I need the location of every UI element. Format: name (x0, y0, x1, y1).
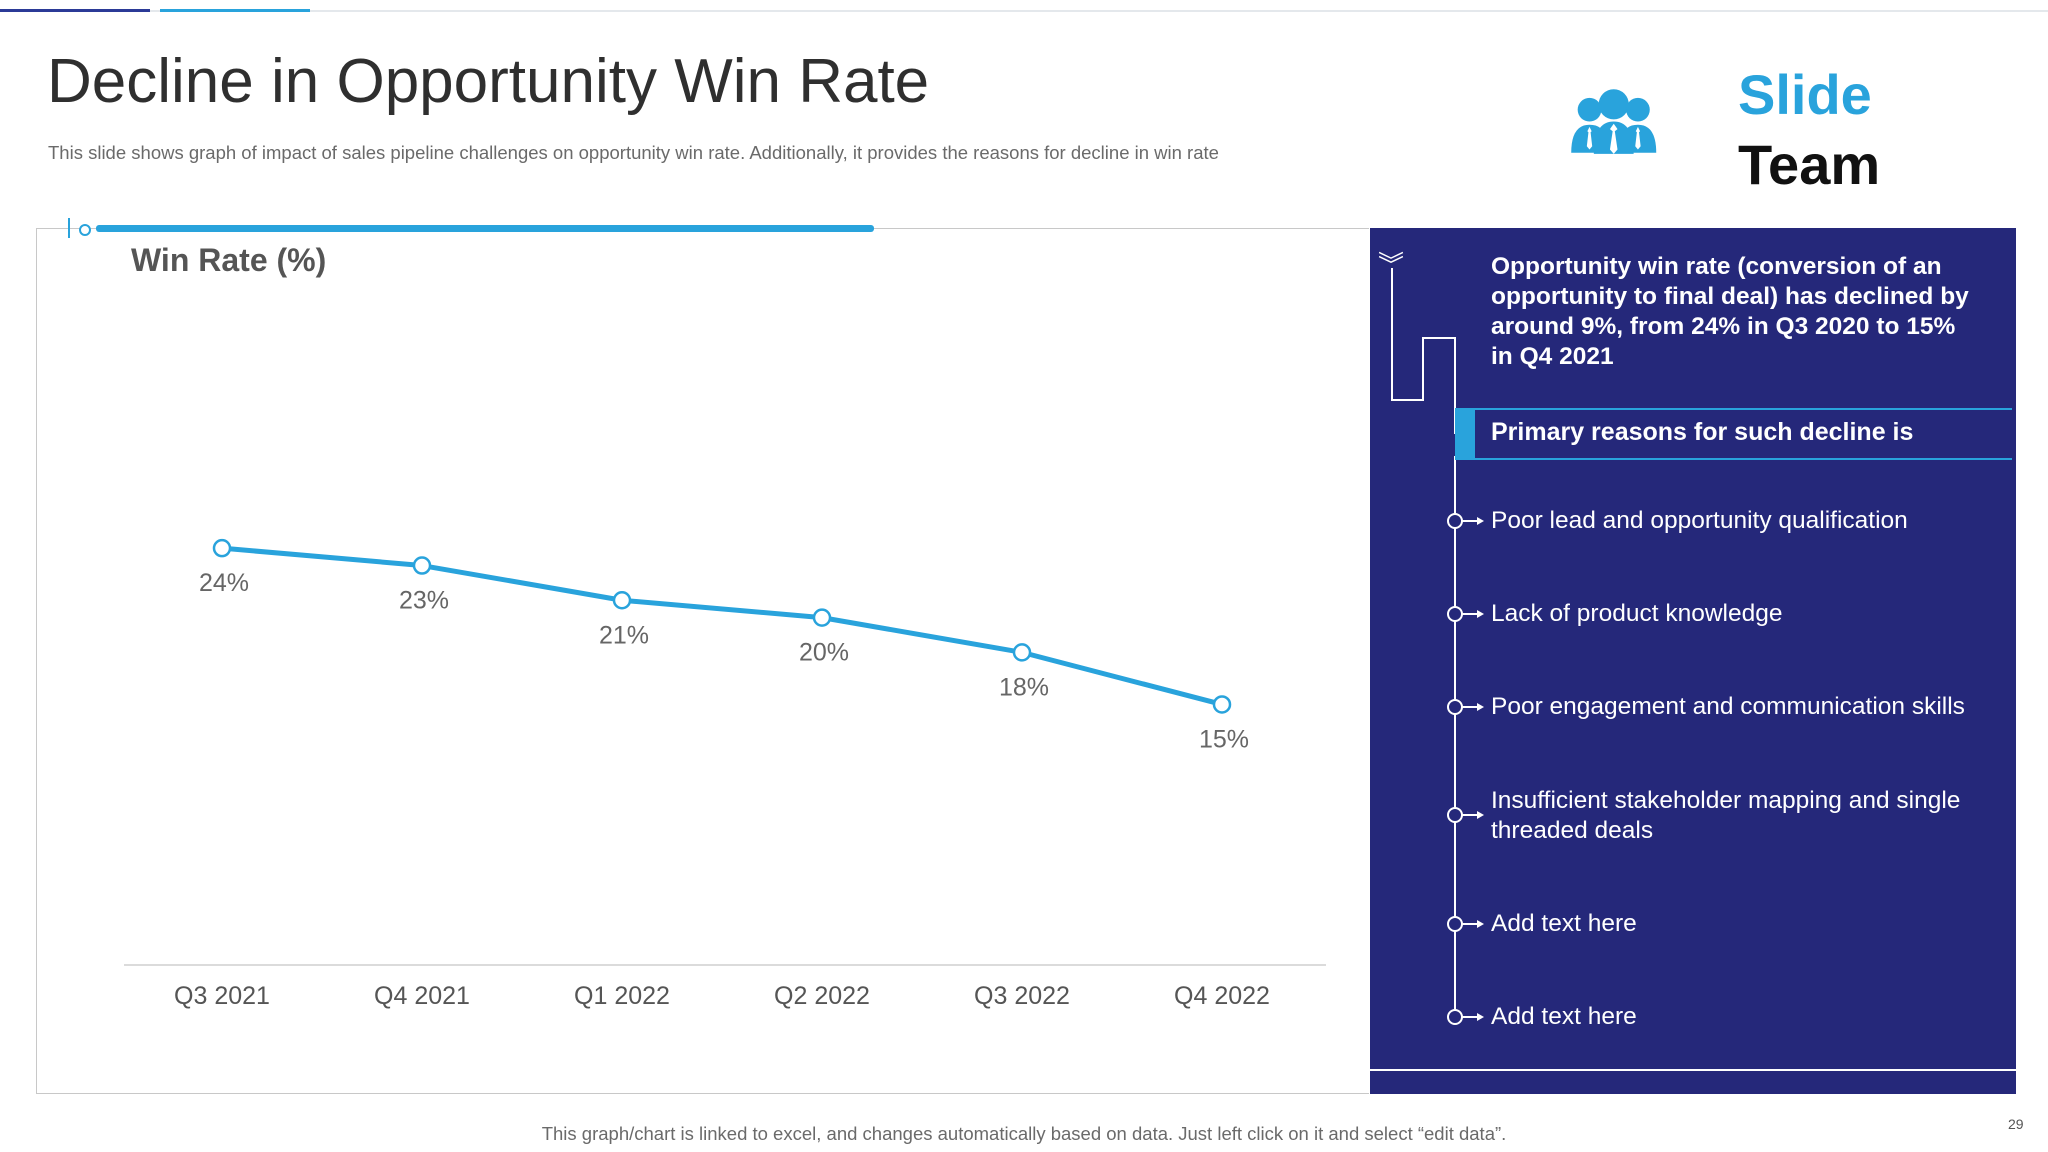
reasons-heading-box (1455, 408, 2012, 460)
x-tick-label: Q3 2022 (974, 982, 1070, 1010)
data-point[interactable] (412, 556, 432, 575)
logo-word-team: Team (1738, 133, 1881, 196)
reason-item[interactable]: Add text here (1491, 1003, 1637, 1030)
chart-accent-bar (96, 225, 874, 232)
top-accent-segment-dark (0, 9, 150, 12)
x-tick-label: Q3 2021 (174, 982, 270, 1010)
data-label: 23% (399, 587, 449, 615)
top-divider (0, 10, 2048, 12)
people-group-icon (1571, 89, 1657, 154)
data-label: 21% (599, 621, 649, 649)
slide-title[interactable]: Decline in Opportunity Win Rate (47, 47, 930, 116)
reasons-heading-accent (1455, 408, 1475, 460)
data-label: 24% (199, 569, 249, 597)
top-accent-segment-light (160, 9, 310, 12)
data-point[interactable] (612, 591, 632, 610)
win-rate-series-line[interactable] (221, 545, 1223, 707)
reason-item[interactable]: Poor lead and opportunity qualification (1491, 507, 1908, 534)
data-point[interactable] (1012, 643, 1032, 662)
x-tick-label: Q2 2022 (774, 982, 870, 1010)
logo-word-slide: Slide (1738, 63, 1872, 126)
win-rate-statement[interactable]: Opportunity win rate (conversion of an o… (1491, 253, 1969, 370)
data-label: 18% (999, 673, 1049, 701)
x-tick-label: Q1 2022 (574, 982, 670, 1010)
reason-item[interactable]: Insufficient stakeholder mapping and sin… (1491, 787, 1961, 844)
chart-frame-marker (68, 218, 70, 238)
footer-note: This graph/chart is linked to excel, and… (541, 1123, 1507, 1144)
slide-subtitle[interactable]: This slide shows graph of impact of sale… (48, 142, 1219, 163)
data-label: 15% (1199, 725, 1249, 753)
data-point[interactable] (812, 608, 832, 627)
chart-frame-marker-dot (79, 224, 91, 236)
reason-item[interactable]: Poor engagement and communication skills (1491, 693, 1965, 720)
double-chevron-down-icon: ︾ (1378, 250, 1405, 280)
reason-item[interactable]: Lack of product knowledge (1491, 600, 1783, 627)
x-tick-label: Q4 2022 (1174, 982, 1270, 1010)
data-label: 20% (799, 639, 849, 667)
insight-panel (1370, 228, 2016, 1094)
chart-title: Win Rate (%) (131, 242, 327, 278)
reason-item[interactable]: Add text here (1491, 910, 1637, 937)
x-tick-label: Q4 2021 (374, 982, 470, 1010)
reasons-heading[interactable]: Primary reasons for such decline is (1491, 418, 1914, 446)
data-point[interactable] (1212, 695, 1232, 714)
page-number: 29 (2008, 1116, 2024, 1132)
data-point[interactable] (212, 538, 232, 558)
